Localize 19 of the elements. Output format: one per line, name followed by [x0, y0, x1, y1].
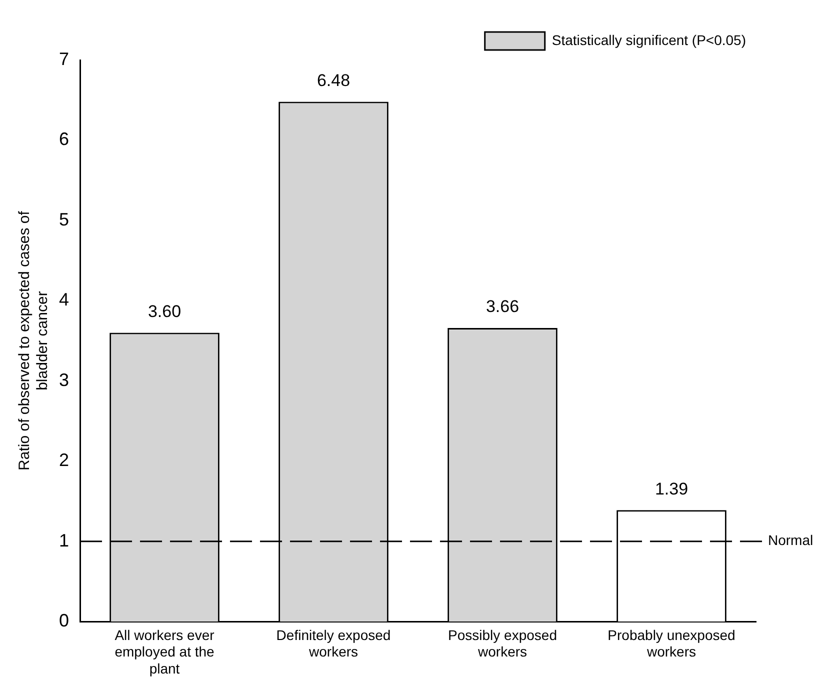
x-tick-label: All workers ever employed at the plant [114, 626, 215, 676]
y-axis-title: Ratio of observed to expected cases of bladder cancer [16, 210, 52, 470]
y-tick-label: 4 [58, 290, 70, 310]
y-tick-label: 6 [58, 129, 70, 150]
x-tick-label: Possibly exposed workers [448, 626, 557, 660]
legend-label: Statistically significent (P<0.05) [552, 32, 746, 48]
y-tick-label: 0 [58, 610, 70, 631]
data-label: 1.39 [654, 479, 688, 498]
y-tick-label: 7 [58, 48, 70, 69]
data-label: 6.48 [316, 70, 350, 90]
y-tick-label: 1 [58, 530, 70, 550]
y-tick-label: 2 [58, 450, 70, 470]
data-label: 3.66 [486, 297, 520, 316]
x-tick-label: Probably unexposed workers [608, 626, 736, 660]
data-label: 3.60 [148, 302, 182, 321]
ref-line-label: Normal [768, 532, 814, 548]
y-tick-label: 5 [58, 209, 70, 230]
y-tick-label: 3 [58, 370, 70, 390]
x-tick-label: Definitely exposed workers [276, 626, 391, 660]
